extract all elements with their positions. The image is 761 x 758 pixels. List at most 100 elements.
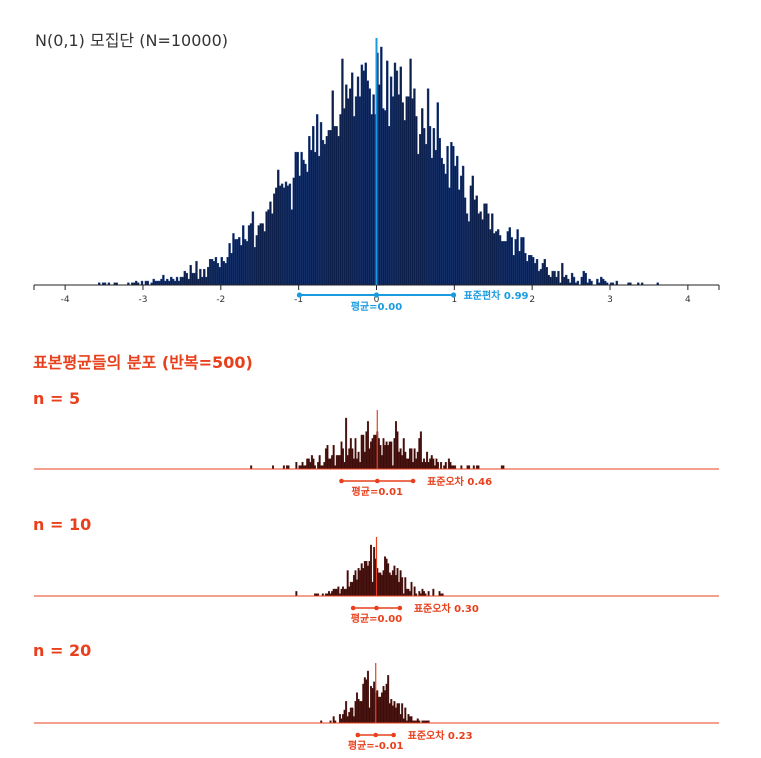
population-bar <box>424 143 428 286</box>
sample-bar <box>312 458 315 470</box>
population-bar <box>551 270 554 286</box>
population-bar <box>584 272 587 286</box>
sample-bar <box>399 714 402 724</box>
sample-bar <box>384 445 387 470</box>
sample-bar <box>396 431 399 470</box>
se-range-marker <box>374 478 380 484</box>
sample-bar <box>379 445 382 470</box>
population-bar <box>510 237 513 286</box>
population-bar <box>312 126 315 286</box>
population-bar <box>561 262 564 286</box>
population-bar <box>310 149 313 286</box>
sample-bar <box>379 572 382 597</box>
sample-bar <box>391 570 394 597</box>
population-bar <box>238 237 241 286</box>
sample-bar <box>340 588 343 597</box>
sample-bar <box>502 465 505 470</box>
sample-bar <box>287 465 290 470</box>
sample-bar <box>377 696 380 724</box>
sample-bar <box>384 690 387 724</box>
sample-bar <box>388 441 391 470</box>
sample-bar <box>418 591 421 597</box>
population-bar <box>224 262 227 286</box>
sample-bar <box>423 458 425 470</box>
sample-bar <box>282 465 285 470</box>
population-bar <box>384 110 387 286</box>
sample-bar <box>356 458 359 470</box>
sample-bar <box>342 586 345 597</box>
population-bar <box>288 183 292 286</box>
sample-bar <box>337 586 340 597</box>
population-bar <box>495 231 498 286</box>
population-bar <box>378 84 381 286</box>
sample-bar <box>328 458 330 470</box>
population-bar <box>471 175 475 286</box>
population-bar <box>245 241 249 286</box>
sample-bar <box>360 563 363 597</box>
sample-bar <box>408 591 411 597</box>
sample-bar <box>405 588 408 597</box>
sample-bar <box>396 567 399 597</box>
population-bar <box>294 151 297 286</box>
population-bar <box>279 185 282 286</box>
population-bar <box>271 213 274 286</box>
population-bar <box>201 276 204 286</box>
population-bar <box>333 126 336 286</box>
population-bar <box>232 233 235 286</box>
population-bar <box>286 185 290 286</box>
sample-bar <box>346 570 349 597</box>
sample-bar <box>413 586 416 597</box>
population-bar <box>269 201 272 286</box>
population-bar <box>531 257 535 286</box>
sampling-section-title: 표본평균들의 분포 (반복=500) <box>33 353 253 372</box>
population-bar <box>345 84 348 286</box>
sample-bar <box>334 588 337 597</box>
population-bar <box>563 276 566 286</box>
sample-bar <box>371 581 374 597</box>
sample-bar <box>352 716 355 724</box>
sample-bar <box>324 448 327 470</box>
se-range-marker <box>339 478 344 484</box>
sample-bar <box>314 465 316 470</box>
sample-bar <box>320 465 323 470</box>
sample-bar <box>321 465 324 470</box>
population-bar <box>370 114 373 286</box>
population-bar <box>261 223 264 286</box>
population-bar <box>481 219 484 286</box>
population-bar <box>240 245 243 286</box>
sample-panel-n20: n = 20 평균=-0.01 표준오차 0.23 <box>33 641 719 752</box>
sample-bar <box>303 465 306 470</box>
sample-bar <box>398 703 401 724</box>
sample-bar <box>362 683 365 724</box>
population-bar <box>491 213 494 286</box>
sample-bar <box>401 703 404 724</box>
sample-bar <box>365 431 368 470</box>
sample-bar <box>342 714 345 724</box>
sample-bar <box>356 692 359 724</box>
population-bar <box>590 280 593 286</box>
population-bar <box>146 280 150 286</box>
population-bar <box>479 211 482 286</box>
sample-bar <box>410 448 413 470</box>
population-bar <box>458 189 461 286</box>
population-bar <box>463 197 467 286</box>
population-bar <box>421 108 424 286</box>
sample-bar <box>346 455 349 470</box>
sample-bar <box>396 703 399 724</box>
population-bar <box>553 270 556 286</box>
sample-bar <box>443 465 446 470</box>
population-bar <box>154 280 157 286</box>
sample-bar <box>391 465 394 470</box>
sample-bar <box>394 707 397 724</box>
population-bar <box>602 278 605 286</box>
se-range-marker <box>373 732 379 738</box>
sample-bar <box>317 462 320 470</box>
sample-bar <box>427 462 430 470</box>
population-bar <box>487 213 490 286</box>
population-bar <box>181 276 185 286</box>
sample-se-label-n10: 표준오차 0.30 <box>414 602 479 615</box>
sample-bar <box>309 462 312 470</box>
population-bar <box>327 130 331 286</box>
population-bar <box>475 195 478 286</box>
population-bar <box>230 253 233 286</box>
